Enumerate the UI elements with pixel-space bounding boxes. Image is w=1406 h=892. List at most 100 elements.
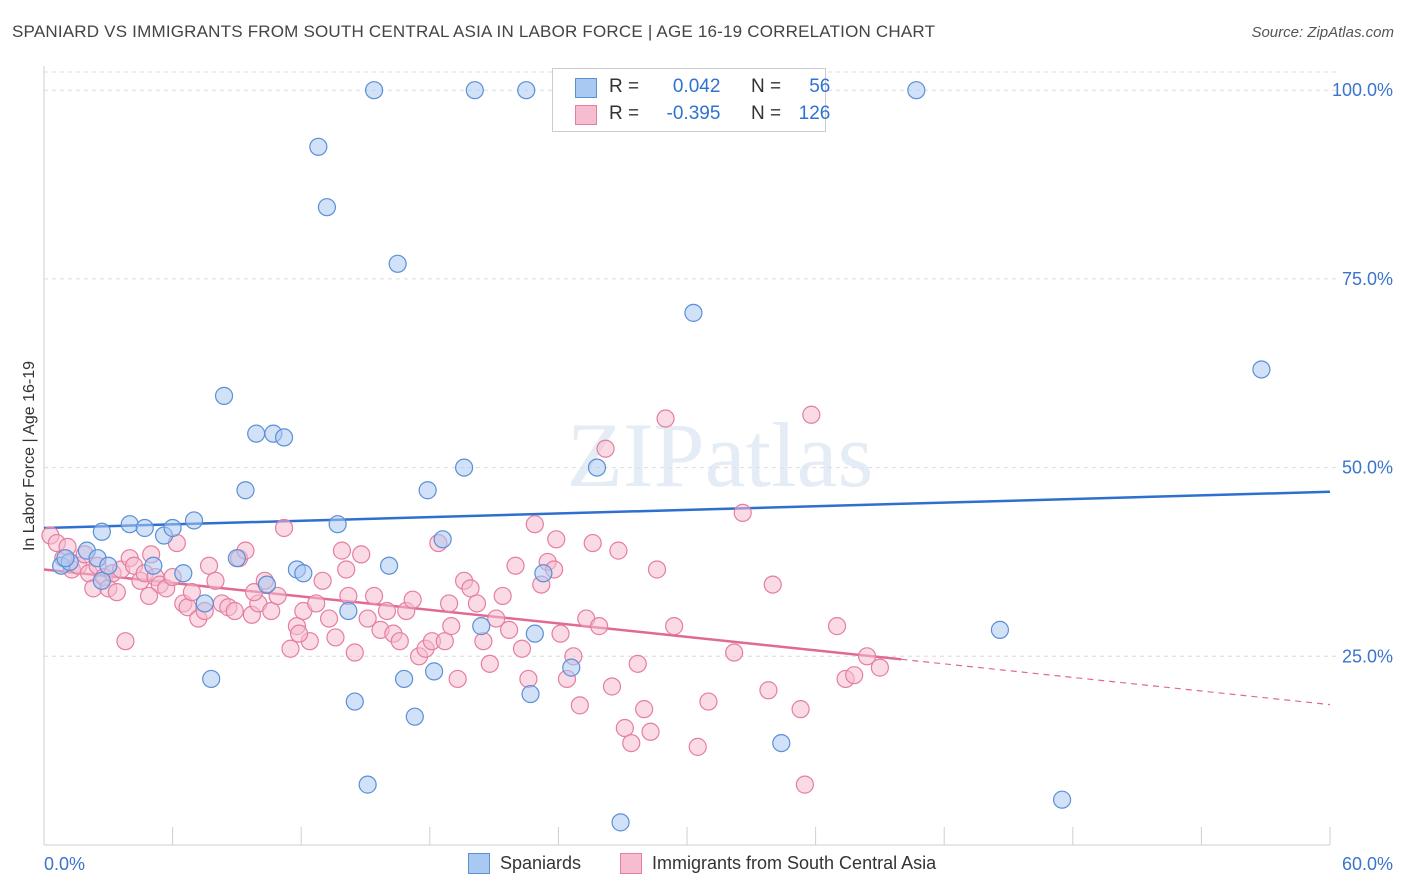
- trend-line-spaniards: [43, 490, 1331, 530]
- data-point-spaniards: [294, 564, 313, 583]
- data-point-spaniards: [418, 481, 437, 500]
- data-point-immigrants: [439, 594, 459, 613]
- data-point-immigrants: [116, 632, 135, 651]
- bottom-legend-label-immigrants: Immigrants from South Central Asia: [652, 852, 937, 873]
- data-point-immigrants: [699, 692, 718, 711]
- source-label: Source: ZipAtlas.com: [1251, 24, 1394, 41]
- tick-labels: 25.0% 50.0% 75.0% 100.0% 0.0% 60.0%: [44, 80, 1393, 874]
- data-point-immigrants: [590, 617, 609, 636]
- data-point-immigrants: [364, 586, 384, 606]
- data-point-immigrants: [688, 737, 707, 756]
- data-point-immigrants: [845, 666, 864, 685]
- data-point-immigrants: [262, 601, 281, 621]
- data-point-immigrants: [326, 628, 345, 647]
- data-point-spaniards: [424, 662, 444, 681]
- data-point-immigrants: [358, 609, 377, 628]
- data-point-spaniards: [1252, 360, 1271, 379]
- bottom-legend-immigrants: Immigrants from South Central Asia: [620, 852, 936, 876]
- data-point-spaniards: [184, 511, 204, 530]
- data-point-immigrants: [289, 624, 309, 643]
- data-point-spaniards: [195, 594, 214, 613]
- data-point-immigrants: [332, 541, 352, 560]
- data-point-immigrants: [609, 541, 628, 560]
- data-point-immigrants: [596, 439, 615, 458]
- data-point-immigrants: [725, 643, 744, 662]
- trend-lines: [43, 490, 1331, 706]
- data-point-immigrants: [570, 696, 589, 715]
- data-point-immigrants: [870, 658, 890, 677]
- x-tick-label: 0.0%: [44, 854, 85, 874]
- data-point-immigrants: [268, 586, 287, 606]
- data-point-spaniards: [214, 386, 234, 405]
- data-point-immigrants: [281, 639, 300, 658]
- data-point-immigrants: [225, 601, 244, 621]
- data-point-immigrants: [583, 533, 602, 553]
- legend-r-label: R =: [609, 76, 640, 97]
- data-point-spaniards: [684, 303, 703, 322]
- data-point-immigrants: [791, 700, 810, 719]
- data-point-immigrants: [857, 647, 877, 666]
- data-point-spaniards: [120, 515, 139, 534]
- data-point-spaniards: [202, 669, 221, 689]
- data-point-spaniards: [328, 515, 347, 534]
- data-point-immigrants: [107, 583, 126, 602]
- legend-n-label: N =: [750, 76, 782, 97]
- data-point-spaniards: [472, 617, 491, 636]
- data-point-immigrants: [474, 632, 493, 651]
- legend-r-label: R =: [609, 103, 640, 124]
- trend-line-immigrants-extension: [901, 658, 1331, 706]
- data-point-immigrants: [493, 586, 512, 606]
- data-point-immigrants: [506, 556, 525, 575]
- legend-swatch-pink: [575, 105, 597, 125]
- data-point-immigrants: [345, 643, 364, 662]
- data-point-immigrants: [500, 620, 519, 639]
- data-point-immigrants: [512, 639, 532, 658]
- data-point-spaniards: [247, 424, 266, 443]
- data-point-immigrants: [628, 654, 647, 673]
- legend-r-value-spaniards: 0.042: [672, 76, 721, 97]
- data-point-immigrants: [635, 700, 654, 719]
- data-point-spaniards: [364, 81, 384, 100]
- data-point-spaniards: [517, 81, 536, 100]
- grid-lines: [44, 71, 1336, 657]
- data-point-spaniards: [1052, 790, 1072, 809]
- data-point-immigrants: [435, 632, 454, 651]
- data-point-spaniards: [56, 549, 75, 568]
- data-point-immigrants: [307, 594, 326, 613]
- legend-box: R = 0.042 N = 56 R = -0.395 N = 126: [552, 68, 830, 132]
- data-point-spaniards: [92, 571, 111, 590]
- data-point-immigrants: [602, 677, 622, 696]
- data-point-immigrants: [759, 681, 778, 700]
- data-point-immigrants: [551, 624, 570, 643]
- data-point-immigrants: [319, 609, 339, 628]
- data-point-spaniards: [394, 669, 414, 689]
- y-tick-label: 25.0%: [1342, 646, 1393, 666]
- data-point-spaniards: [907, 81, 926, 100]
- data-point-immigrants: [206, 571, 225, 590]
- data-point-spaniards: [388, 254, 407, 273]
- axes: [43, 66, 1331, 846]
- data-point-spaniards: [163, 518, 182, 538]
- legend-n-value-spaniards: 56: [809, 76, 831, 97]
- y-tick-label: 75.0%: [1342, 269, 1393, 289]
- data-point-immigrants: [665, 617, 684, 636]
- data-point-immigrants: [519, 669, 538, 689]
- data-point-spaniards: [534, 564, 553, 583]
- data-point-immigrants: [795, 775, 814, 794]
- chart-title: SPANIARD VS IMMIGRANTS FROM SOUTH CENTRA…: [12, 22, 936, 41]
- data-point-spaniards: [990, 620, 1010, 639]
- data-point-immigrants: [733, 503, 752, 522]
- data-point-spaniards: [174, 564, 193, 583]
- data-point-immigrants: [461, 579, 480, 598]
- data-point-spaniards: [339, 601, 358, 621]
- data-point-immigrants: [139, 586, 159, 606]
- bottom-legend-label-spaniards: Spaniards: [500, 852, 582, 873]
- data-point-spaniards: [379, 556, 399, 575]
- bottom-legend-swatch-pink: [620, 852, 642, 874]
- data-point-immigrants: [656, 409, 675, 428]
- data-point-spaniards: [433, 530, 452, 549]
- legend-n-label: N =: [750, 103, 782, 124]
- y-axis-label: In Labor Force | Age 16-19: [21, 361, 38, 551]
- data-point-spaniards: [521, 684, 540, 704]
